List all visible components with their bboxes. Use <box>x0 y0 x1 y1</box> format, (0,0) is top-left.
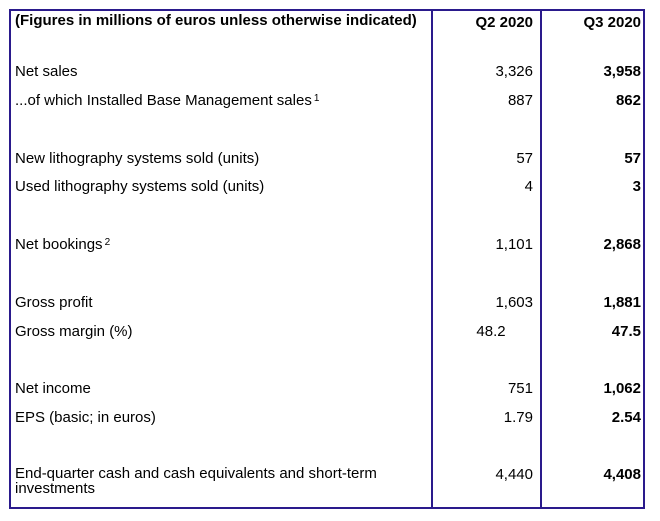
row-q2-installed-base: 887 <box>507 92 533 109</box>
footnote-marker: 1 <box>313 93 320 104</box>
row-label-net-sales: Net sales <box>15 63 78 80</box>
row-q3-eps: 2.54 <box>611 409 641 426</box>
row-label-used-litho: Used lithography systems sold (units) <box>15 178 265 195</box>
row-q3-new-litho: 57 <box>624 150 641 167</box>
column-divider-q2 <box>431 11 433 507</box>
header-label: (Figures in millions of euros unless oth… <box>15 12 417 29</box>
row-q3-gross-profit: 1,881 <box>603 294 641 311</box>
row-label-net-income: Net income <box>15 380 91 397</box>
row-label-new-litho: New lithography systems sold (units) <box>15 150 260 167</box>
row-q3-cash: 4,408 <box>603 466 641 483</box>
row-q3-net-sales: 3,958 <box>603 63 641 80</box>
row-q3-net-bookings: 2,868 <box>603 236 641 253</box>
row-label-installed-base: ...of which Installed Base Management sa… <box>15 92 320 109</box>
footnote-marker: 2 <box>104 237 111 248</box>
row-q2-cash: 4,440 <box>495 466 533 483</box>
row-label-gross-profit: Gross profit <box>15 294 93 311</box>
row-q2-net-bookings: 1,101 <box>495 236 533 253</box>
header-q3-2020: Q3 2020 <box>583 14 641 31</box>
row-q3-gross-margin: 47.5 <box>611 323 641 340</box>
row-label-gross-margin: Gross margin (%) <box>15 323 133 340</box>
row-q2-net-income: 751 <box>507 380 533 397</box>
row-q3-installed-base: 862 <box>615 92 641 109</box>
row-label-eps: EPS (basic; in euros) <box>15 409 156 426</box>
row-q2-gross-margin: 48.2 <box>476 323 506 340</box>
column-divider-q3 <box>540 11 542 507</box>
row-label-net-bookings: Net bookings 2 <box>15 236 111 253</box>
row-q2-gross-profit: 1,603 <box>495 294 533 311</box>
row-q2-used-litho: 4 <box>524 178 533 195</box>
row-q2-net-sales: 3,326 <box>495 63 533 80</box>
header-q2-2020: Q2 2020 <box>475 14 533 31</box>
row-q2-new-litho: 57 <box>516 150 533 167</box>
row-label-cash: End-quarter cash and cash equivalents an… <box>15 465 377 497</box>
row-q3-net-income: 1,062 <box>603 380 641 397</box>
row-q3-used-litho: 3 <box>632 178 641 195</box>
financial-summary-table: (Figures in millions of euros unless oth… <box>9 9 645 509</box>
row-q2-eps: 1.79 <box>503 409 533 426</box>
